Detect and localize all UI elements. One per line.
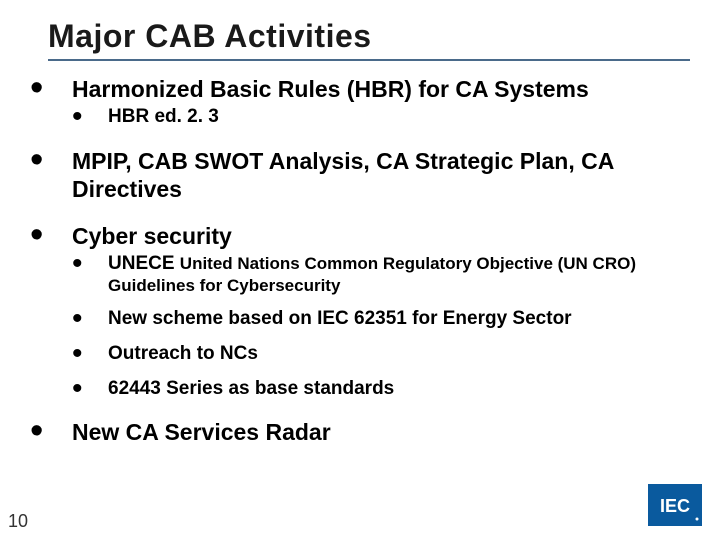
list-item: Harmonized Basic Rules (HBR) for CA Syst… <box>30 75 690 129</box>
bullet-text: 62443 Series as base standards <box>108 378 394 399</box>
bullet-text: MPIP, CAB SWOT Analysis, CA Strategic Pl… <box>72 147 690 205</box>
list-item: MPIP, CAB SWOT Analysis, CA Strategic Pl… <box>30 147 690 205</box>
bullet-suffix: United Nations Common Regulatory Objecti… <box>108 254 636 295</box>
slide-title: Major CAB Activities <box>48 18 690 61</box>
iec-logo: IEC <box>648 484 702 526</box>
slide: Major CAB Activities Harmonized Basic Ru… <box>0 0 720 540</box>
bullet-text: Harmonized Basic Rules (HBR) for CA Syst… <box>72 75 690 104</box>
bullet-text: New CA Services Radar <box>72 418 690 447</box>
bullet-text: Cyber security <box>72 222 690 251</box>
list-item: Cyber security UNECE United Nations Comm… <box>30 222 690 400</box>
bullet-text: HBR ed. 2. 3 <box>108 106 219 127</box>
list-item: 62443 Series as base standards <box>72 378 690 401</box>
list-item: New scheme based on IEC 62351 for Energy… <box>72 308 690 331</box>
bullet-list-level2: UNECE United Nations Common Regulatory O… <box>72 253 690 401</box>
list-item: UNECE United Nations Common Regulatory O… <box>72 253 690 296</box>
bullet-text: Outreach to NCs <box>108 343 258 364</box>
page-number: 10 <box>8 511 28 532</box>
logo-text: IEC <box>660 496 690 516</box>
list-item: Outreach to NCs <box>72 343 690 366</box>
bullet-text: New scheme based on IEC 62351 for Energy… <box>108 308 572 329</box>
bullet-list-level1: Harmonized Basic Rules (HBR) for CA Syst… <box>30 75 690 447</box>
list-item: HBR ed. 2. 3 <box>72 106 690 129</box>
bullet-list-level2: HBR ed. 2. 3 <box>72 106 690 129</box>
bullet-text: UNECE <box>108 253 180 274</box>
list-item: New CA Services Radar <box>30 418 690 447</box>
